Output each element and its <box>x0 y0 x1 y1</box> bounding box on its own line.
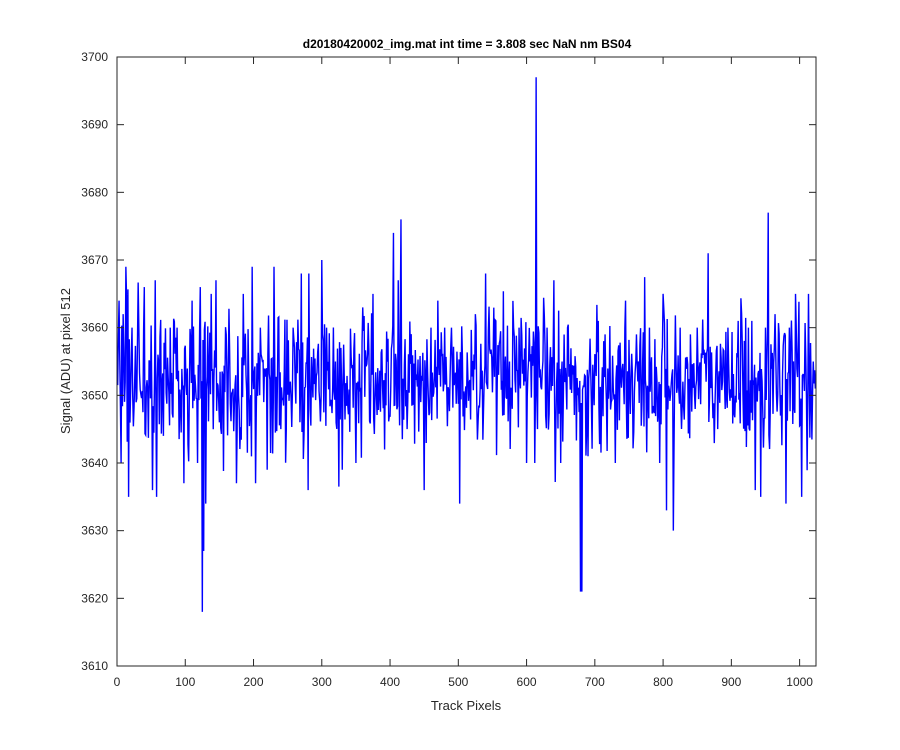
x-tick-label: 900 <box>721 675 741 689</box>
y-tick-label: 3620 <box>81 591 108 605</box>
plot-area <box>117 77 816 612</box>
x-tick-label: 0 <box>114 675 121 689</box>
x-axis-label: Track Pixels <box>431 698 502 713</box>
x-tick-label: 300 <box>312 675 332 689</box>
y-axis: 3610 3620 3630 3640 3650 3660 3670 3680 3690 3700 <box>81 50 816 673</box>
y-tick-label: 3650 <box>81 388 108 402</box>
x-axis: 0 100 200 300 400 500 600 700 800 900 1000 <box>114 57 813 689</box>
y-tick-label: 3690 <box>81 118 108 132</box>
y-tick-label: 3660 <box>81 321 108 335</box>
axes-box <box>116 56 817 667</box>
x-tick-label: 700 <box>585 675 605 689</box>
y-axis-label: Signal (ADU) at pixel 512 <box>58 288 73 434</box>
y-tick-label: 3700 <box>81 50 108 64</box>
x-tick-label: 200 <box>244 675 264 689</box>
x-tick-label: 1000 <box>786 675 813 689</box>
series-line <box>117 77 816 612</box>
x-tick-label: 500 <box>448 675 468 689</box>
y-tick-label: 3670 <box>81 253 108 267</box>
x-tick-label: 400 <box>380 675 400 689</box>
y-tick-label: 3680 <box>81 185 108 199</box>
x-tick-label: 600 <box>517 675 537 689</box>
x-tick-label: 100 <box>175 675 195 689</box>
y-tick-label: 3610 <box>81 659 108 673</box>
x-tick-label: 800 <box>653 675 673 689</box>
chart-title: d20180420002_img.mat int time = 3.808 se… <box>303 37 632 51</box>
y-tick-label: 3640 <box>81 456 108 470</box>
y-tick-label: 3630 <box>81 524 108 538</box>
